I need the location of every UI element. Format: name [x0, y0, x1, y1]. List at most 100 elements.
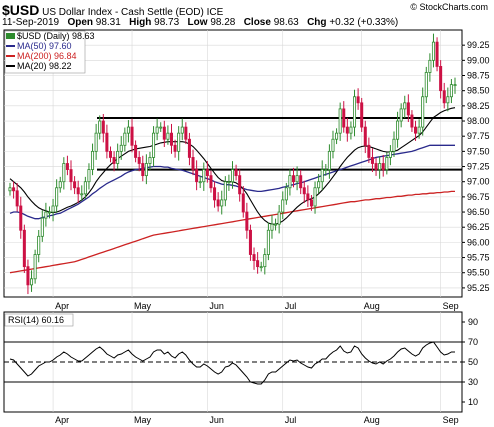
candle-body	[30, 278, 34, 286]
rsi-x-tick-label: Apr	[55, 415, 69, 425]
price-y-tick-label: 95.25	[467, 283, 490, 293]
candle-body	[266, 229, 270, 255]
candle-body	[105, 132, 109, 152]
legend-ma50: MA(50) 97.60	[17, 41, 72, 51]
candle-body	[284, 187, 288, 201]
candle-body	[335, 132, 339, 140]
candle-body	[388, 150, 392, 158]
candle-body	[403, 102, 407, 110]
exchange: ICE	[206, 7, 224, 18]
candle-body	[134, 144, 138, 158]
candle-body	[73, 181, 77, 189]
legend-price-swatch	[6, 33, 15, 39]
candle-body	[177, 132, 181, 152]
rsi-path	[9, 341, 455, 385]
price-y-tick-label: 99.25	[467, 40, 490, 50]
candle-body	[162, 126, 166, 140]
candle-body	[360, 102, 364, 128]
candle-body	[295, 175, 299, 183]
candle-body	[342, 108, 346, 128]
rsi-label: RSI(14) 60.16	[8, 315, 64, 325]
candle-body	[101, 120, 105, 134]
price-x-tick-label: Aug	[364, 301, 380, 311]
candle-body	[367, 144, 371, 158]
candle-body	[22, 229, 26, 268]
price-x-tick-label: Apr	[55, 301, 69, 311]
legend-price: $USD (Daily) 98.63	[17, 31, 95, 41]
candle-body	[33, 254, 37, 280]
candle-body	[277, 211, 281, 225]
candle-body	[309, 199, 313, 207]
high-value: 98.73	[154, 17, 180, 28]
rsi-y-tick-label: 50	[468, 357, 478, 367]
candle-body	[76, 187, 80, 195]
candle-body	[47, 211, 51, 214]
price-y-tick-label: 97.25	[467, 162, 490, 172]
legend-ma20: MA(20) 98.22	[17, 61, 72, 71]
rsi-x-tick-label: Sep	[443, 415, 459, 425]
candle-body	[446, 96, 450, 104]
price-y-tick-label: 95.75	[467, 253, 490, 263]
candle-body	[259, 266, 263, 269]
rsi-grid	[4, 312, 462, 412]
ma200-line	[9, 190, 455, 274]
candle-body	[62, 163, 66, 183]
candle-body	[399, 108, 403, 122]
candle-body	[256, 260, 260, 268]
symbol: $USD	[2, 2, 40, 18]
candle-body	[169, 132, 174, 146]
price-legend: $USD (Daily) 98.63 MA(50) 97.60 MA(200) …	[4, 30, 95, 74]
candle-body	[15, 190, 19, 207]
candle-body	[406, 102, 410, 116]
price-y-tick-label: 97.75	[467, 131, 490, 141]
candle-body	[155, 126, 159, 134]
candle-body	[123, 132, 127, 146]
candle-body	[87, 169, 91, 183]
candle-body	[349, 126, 353, 134]
rsi-x-tick-label: Aug	[364, 415, 380, 425]
quote-date: 11-Sep-2019	[2, 17, 60, 28]
candle-body	[378, 163, 382, 170]
high-label: High	[129, 17, 152, 28]
candle-body	[327, 150, 331, 170]
open-label: Open	[67, 17, 93, 28]
candle-body	[417, 126, 421, 134]
candle-body	[356, 96, 360, 104]
candle-body	[234, 169, 238, 177]
candle-body	[370, 157, 374, 164]
candle-body	[338, 108, 342, 134]
rsi-y-tick-label: 30	[468, 377, 478, 387]
candle-body	[44, 211, 48, 219]
candle-body	[270, 223, 274, 231]
price-y-tick-label: 98.75	[467, 71, 490, 81]
rsi-y-tick-label: 10	[468, 397, 478, 407]
candle-body	[317, 181, 321, 189]
candle-body	[245, 211, 249, 231]
candle-body	[65, 163, 69, 170]
copyright: © StockCharts.com	[410, 2, 488, 12]
candle-body	[187, 138, 191, 158]
candle-body	[55, 187, 59, 207]
rsi-y-tick-label: 90	[468, 317, 478, 327]
rsi-y-tick-label: 70	[468, 337, 478, 347]
price-y-tick-label: 96.50	[467, 207, 490, 217]
candle-body	[198, 181, 202, 184]
candle-body	[324, 169, 328, 171]
open-value: 98.31	[95, 17, 121, 28]
candle-body	[288, 175, 292, 189]
rsi-legend-box	[4, 313, 74, 327]
ma200-path	[9, 190, 455, 274]
chart-title-line: $USD US Dollar Index - Cash Settle (EOD)…	[2, 2, 223, 18]
candle-body	[98, 120, 102, 134]
price-x-axis: Apr May Jun Jul Aug Sep	[55, 301, 459, 311]
price-y-tick-label: 96.75	[467, 192, 490, 202]
candles	[8, 33, 457, 295]
price-x-tick-label: May	[134, 301, 152, 311]
candle-body	[248, 229, 252, 255]
candle-body	[442, 90, 446, 104]
price-y-tick-label: 98.00	[467, 116, 490, 126]
candle-body	[252, 254, 256, 261]
candle-body	[345, 126, 349, 134]
quote-line: 11-Sep-2019 Open 98.31 High 98.73 Low 98…	[2, 17, 398, 28]
candle-body	[439, 66, 443, 92]
